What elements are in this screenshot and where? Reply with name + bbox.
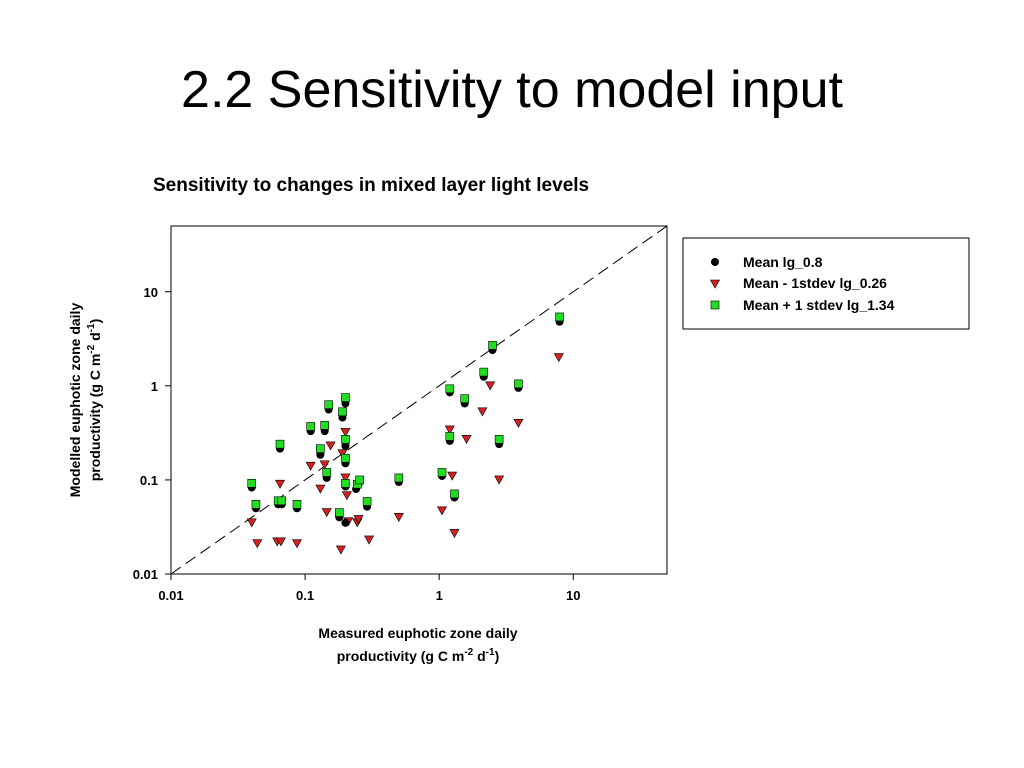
- minus-stdev-point: [364, 535, 375, 545]
- plus-stdev-point: [437, 468, 447, 477]
- plus-stdev-point: [394, 473, 404, 483]
- plus-stdev-point: [341, 393, 350, 402]
- plus-stdev-point: [555, 312, 564, 322]
- minus-stdev-point: [252, 539, 263, 549]
- plus-stdev-point: [341, 435, 350, 444]
- x-tick-label: 0.1: [296, 588, 314, 603]
- minus-stdev-point: [274, 479, 286, 489]
- minus-stdev-point: [337, 449, 348, 459]
- plus-stdev-point: [251, 500, 261, 509]
- y-tick-label: 0.1: [140, 473, 158, 488]
- minus-stdev-point: [335, 545, 346, 555]
- plus-stdev-point: [277, 496, 287, 506]
- minus-stdev-point: [246, 518, 257, 528]
- minus-stdev-point: [275, 537, 286, 547]
- minus-stdev-point: [461, 435, 472, 444]
- plus-stdev-point: [322, 468, 332, 477]
- legend-label-minus: Mean - 1stdev lg_0.26: [743, 275, 887, 291]
- minus-stdev-point: [485, 381, 496, 391]
- plus-stdev-point: [479, 367, 489, 377]
- minus-stdev-point: [305, 461, 316, 471]
- y-tick-label: 1: [151, 379, 158, 394]
- chart-title: Sensitivity to changes in mixed layer li…: [153, 175, 590, 196]
- plus-stdev-point: [460, 394, 470, 403]
- minus-stdev-point: [353, 515, 364, 525]
- x-tick-label: 1: [436, 588, 443, 603]
- minus-stdev-point: [553, 353, 564, 363]
- x-axis-ticks: 0.01 0.1 1 10: [158, 574, 581, 603]
- minus-stdev-point: [340, 473, 351, 483]
- legend-marker-plus: [710, 300, 720, 310]
- plus-stdev-point: [275, 439, 285, 449]
- y-tick-label: 10: [144, 285, 158, 300]
- x-tick-label: 10: [566, 588, 580, 603]
- plus-stdev-point: [247, 479, 257, 488]
- plus-stdev-point: [324, 400, 334, 410]
- legend: Mean lg_0.8 Mean - 1stdev lg_0.26 Mean +…: [682, 237, 970, 330]
- plus-stdev-point: [514, 379, 523, 389]
- plus-stdev-point: [494, 435, 504, 444]
- minus-stdev-point: [319, 460, 330, 470]
- svg-text:Modelled euphotic zone daily: Modelled euphotic zone daily: [67, 303, 83, 498]
- legend-box: [682, 237, 970, 330]
- plus-stdev-point: [316, 444, 325, 453]
- minus-stdev-point: [291, 539, 302, 549]
- plot-frame: [170, 225, 668, 575]
- y-axis-label: Modelled euphotic zone daily productivit…: [67, 303, 103, 498]
- plus-stdev-point: [292, 500, 302, 509]
- svg-text:productivity (g C m-2 d-1): productivity (g C m-2 d-1): [86, 319, 103, 482]
- y-tick-label: 0.01: [133, 567, 158, 582]
- minus-stdev-point: [340, 428, 351, 438]
- minus-stdev-point: [341, 491, 352, 501]
- plus-stdev-point: [362, 497, 372, 506]
- plus-stdev-point: [338, 407, 347, 417]
- legend-label-plus: Mean + 1 stdev lg_1.34: [743, 297, 895, 313]
- plus-stdev-point: [341, 453, 350, 463]
- plus-stdev-point: [445, 384, 455, 394]
- plus-stdev-point: [450, 489, 459, 499]
- x-tick-label: 0.01: [158, 588, 183, 603]
- plus-stdev-point: [355, 475, 364, 485]
- minus-stdev-point: [315, 484, 326, 494]
- minus-stdev-point: [447, 471, 458, 481]
- minus-stdev-point: [321, 508, 332, 518]
- minus-stdev-point: [449, 529, 460, 539]
- legend-marker-minus: [709, 279, 721, 289]
- plus-stdev-point: [341, 479, 350, 488]
- plus-stdev-point: [320, 421, 329, 430]
- x-axis-label-line1: Measured euphotic zone daily: [318, 625, 517, 641]
- minus-stdev-point: [477, 407, 488, 417]
- minus-stdev-point: [513, 418, 524, 428]
- legend-marker-mean: [711, 258, 719, 266]
- minus-stdev-point: [393, 513, 404, 522]
- data-markers: [246, 312, 564, 555]
- one-to-one-reference-line: [171, 226, 667, 574]
- x-axis-label-line2: productivity (g C m-2 d-1): [337, 647, 500, 664]
- minus-stdev-point: [444, 425, 455, 435]
- mean-point: [341, 518, 350, 527]
- plus-stdev-point: [335, 508, 344, 517]
- minus-stdev-point: [437, 506, 448, 516]
- plus-stdev-point: [445, 432, 455, 441]
- minus-stdev-point: [494, 475, 505, 485]
- plus-stdev-point: [488, 340, 497, 350]
- mean-point: [341, 441, 350, 450]
- legend-label-mean: Mean lg_0.8: [743, 254, 823, 270]
- slide-title: 2.2 Sensitivity to model input: [181, 61, 843, 119]
- plus-stdev-point: [306, 422, 315, 431]
- minus-stdev-point: [325, 441, 336, 451]
- y-axis-ticks: 0.01 0.1 1 10: [133, 285, 171, 582]
